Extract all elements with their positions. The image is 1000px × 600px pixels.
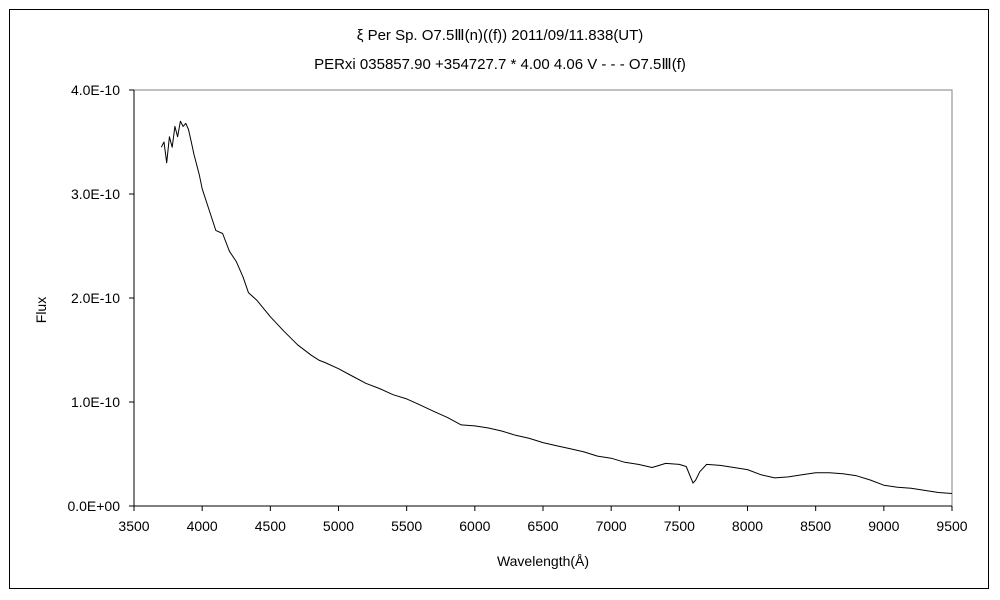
x-tick-label: 7500 xyxy=(664,518,695,534)
x-tick-label: 4500 xyxy=(255,518,286,534)
y-tick-label: 1.0E-10 xyxy=(71,394,120,410)
x-tick-label: 5500 xyxy=(391,518,422,534)
x-tick-label: 6000 xyxy=(459,518,490,534)
x-axis: 3500 4000 4500 5000 5500 6000 6500 7000 7500 8000… xyxy=(118,505,968,534)
x-tick-label: 6500 xyxy=(527,518,558,534)
y-tick-label: 4.0E-10 xyxy=(71,82,120,98)
x-tick-label: 8000 xyxy=(732,518,763,534)
x-tick-label: 5000 xyxy=(323,518,354,534)
x-tick-label: 3500 xyxy=(118,518,149,534)
y-tick-label: 0.0E+00 xyxy=(67,498,120,514)
plot-area xyxy=(133,89,953,507)
y-tick-label: 2.0E-10 xyxy=(71,290,120,306)
spectrum-line xyxy=(160,120,953,494)
figure-frame xyxy=(9,9,989,589)
x-axis-label: Wavelength(Å) xyxy=(497,553,589,569)
series-group xyxy=(160,120,953,494)
y-tick-label: 3.0E-10 xyxy=(71,186,120,202)
y-axis: 0.0E+00 1.0E-10 2.0E-10 3.0E-10 4.0E-10 xyxy=(67,82,135,514)
x-tick-label: 9000 xyxy=(868,518,899,534)
chart-subtitle: PERxi 035857.90 +354727.7 * 4.00 4.06 V … xyxy=(314,56,686,73)
chart-title: ξ Per Sp. O7.5Ⅲ(n)((f)) 2011/09/11.838(U… xyxy=(356,27,644,44)
x-tick-label: 8500 xyxy=(800,518,831,534)
x-tick-label: 9500 xyxy=(936,518,967,534)
x-tick-label: 7000 xyxy=(596,518,627,534)
y-axis-label: Flux xyxy=(33,297,49,323)
x-tick-label: 4000 xyxy=(187,518,218,534)
